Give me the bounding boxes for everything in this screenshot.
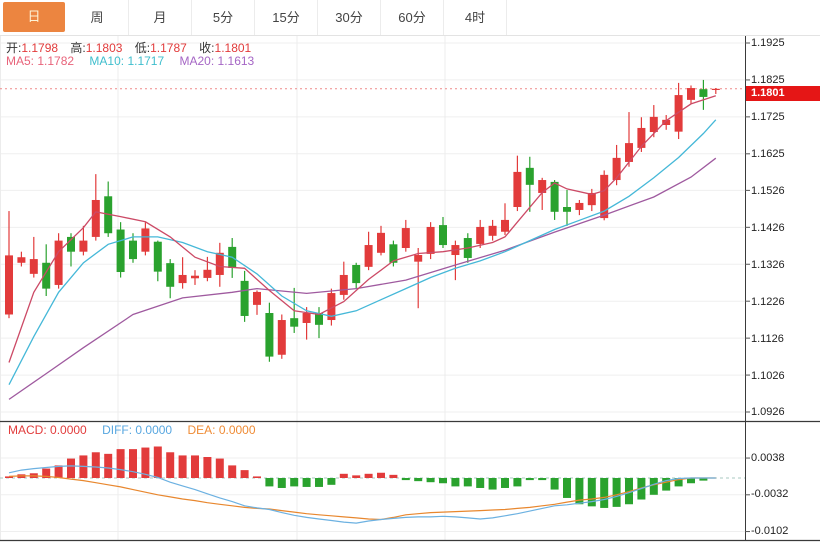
open-value: 1.1798 [21,41,59,55]
macd-info-line: MACD: 0.0000 DIFF: 0.0000 DEA: 0.0000 [8,423,256,437]
diff-label-value: DIFF: 0.0000 [102,423,173,437]
price-axis-label: 1.1725 [751,111,785,123]
price-axis-label: 1.1026 [751,370,785,382]
tab-day[interactable]: 日 [3,2,65,32]
ma5-label-value: MA5: 1.1782 [6,54,75,68]
tab-5min[interactable]: 5分 [192,0,255,35]
macd-label-value: MACD: 0.0000 [8,423,87,437]
macd-axis-label: -0.0032 [751,488,789,500]
close-label: 收: [199,41,215,55]
price-axis-label: 1.1625 [751,148,785,160]
low-value: 1.1787 [150,41,187,55]
price-axis-label: 1.1925 [751,37,785,49]
price-axis-label: 1.1526 [751,185,785,197]
price-axis-label: 1.1426 [751,222,785,234]
price-axis-label: 1.0926 [751,406,785,418]
price-axis-label: 1.1825 [751,74,785,86]
ma10-label-value: MA10: 1.1717 [89,54,165,68]
dea-label-value: DEA: 0.0000 [187,423,256,437]
macd-axis-label: -0.0102 [751,525,789,537]
price-axis-label: 1.1126 [751,333,784,345]
tab-60min[interactable]: 60分 [381,0,444,35]
open-label: 开: [6,41,22,55]
high-label: 高: [70,41,86,55]
low-label: 低: [134,41,151,55]
tab-4hour[interactable]: 4时 [444,0,507,35]
current-price-badge: 1.1801 [746,86,820,101]
price-axis-label: 1.1226 [751,296,785,308]
price-axis-label: 1.1326 [751,259,785,271]
tab-month[interactable]: 月 [129,0,192,35]
tab-15min[interactable]: 15分 [255,0,318,35]
close-value: 1.1801 [214,41,252,55]
ma20-label-value: MA20: 1.1613 [179,54,255,68]
ma-info-line: MA5: 1.1782 MA10: 1.1717 MA20: 1.1613 [6,54,254,68]
ohlc-info-line: 开:1.1798 高:1.1803 低:1.1787 收:1.1801 [6,39,260,56]
high-value: 1.1803 [85,41,123,55]
tab-week[interactable]: 周 [66,0,129,35]
tab-30min[interactable]: 30分 [318,0,381,35]
macd-axis-label: 0.0038 [751,452,785,464]
timeframe-tabbar: 日 周 月 5分 15分 30分 60分 4时 [0,0,820,36]
